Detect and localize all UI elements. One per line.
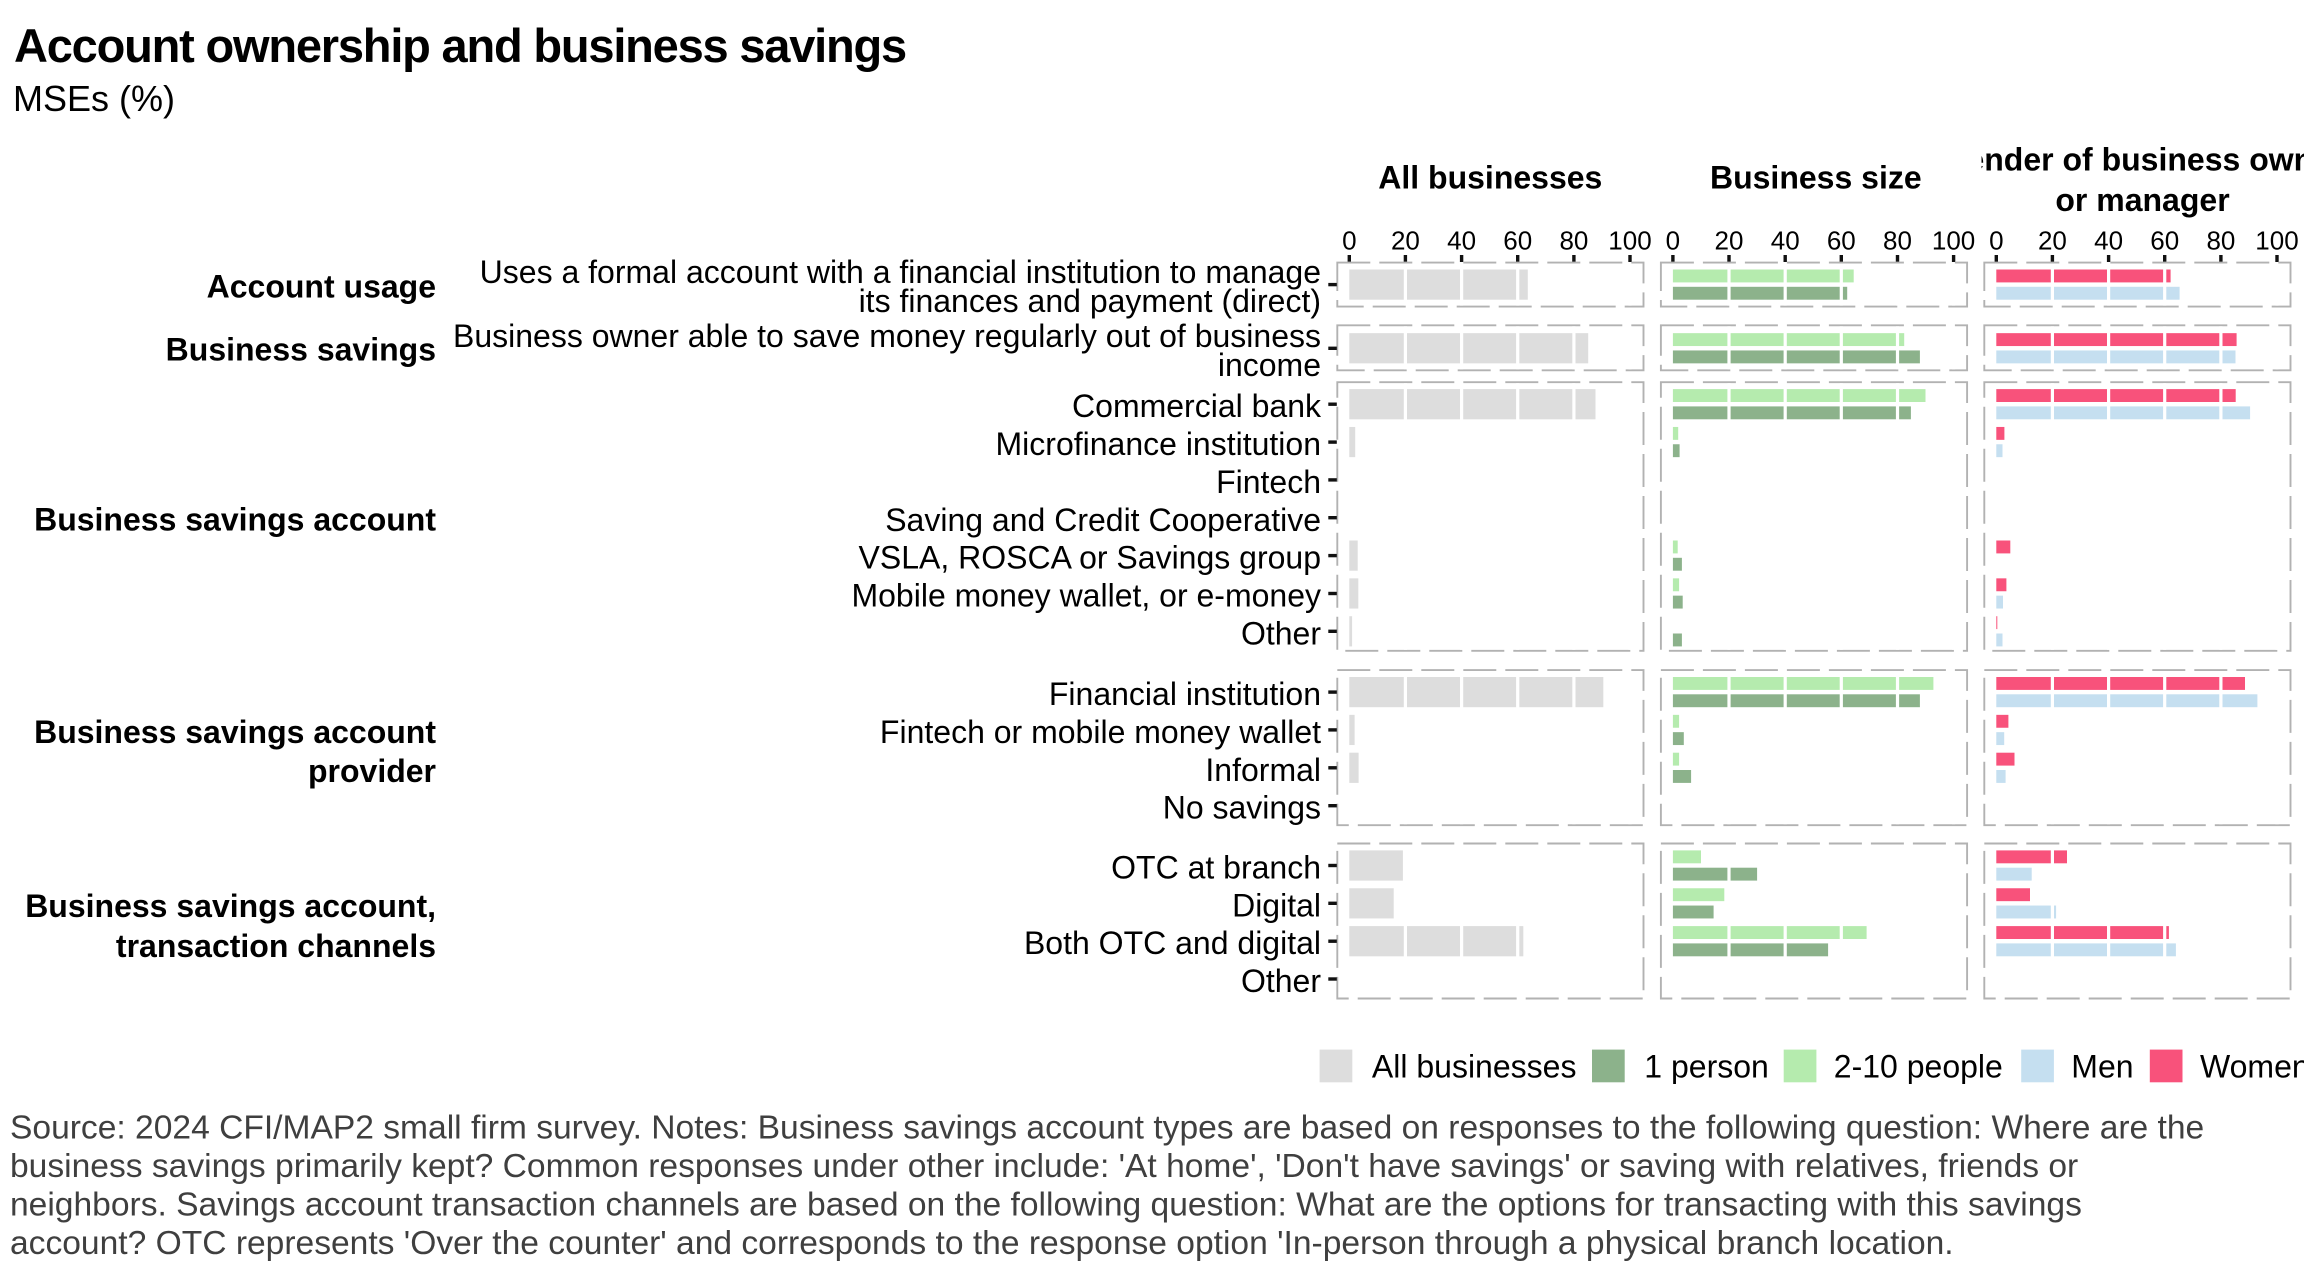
svg-text:Business owner able to save mo: Business owner able to save money regula… (453, 318, 1321, 354)
svg-text:Business savings: Business savings (166, 332, 436, 368)
svg-text:Other: Other (1241, 615, 1321, 651)
svg-text:0: 0 (1666, 226, 1680, 256)
svg-text:VSLA, ROSCA or Savings group: VSLA, ROSCA or Savings group (859, 540, 1321, 576)
svg-text:Gender of business owner: Gender of business owner (1942, 142, 2304, 178)
svg-text:business savings primarily kep: business savings primarily kept? Common … (10, 1148, 2078, 1185)
svg-text:Women: Women (2200, 1049, 2304, 1085)
svg-text:60: 60 (1503, 226, 1532, 256)
svg-text:40: 40 (1447, 226, 1476, 256)
svg-text:No savings: No savings (1163, 790, 1321, 826)
svg-text:20: 20 (2038, 226, 2067, 256)
svg-text:All businesses: All businesses (1378, 160, 1602, 196)
svg-text:2-10 people: 2-10 people (1834, 1049, 2003, 1085)
svg-text:Both OTC and digital: Both OTC and digital (1024, 925, 1321, 961)
svg-text:Account usage: Account usage (207, 269, 436, 305)
svg-text:Fintech: Fintech (1216, 464, 1321, 500)
svg-text:100: 100 (1608, 226, 1651, 256)
svg-text:Other: Other (1241, 963, 1321, 999)
svg-text:OTC at branch: OTC at branch (1111, 850, 1321, 886)
svg-text:1 person: 1 person (1644, 1049, 1769, 1085)
svg-text:Microfinance institution: Microfinance institution (996, 426, 1321, 462)
svg-text:60: 60 (2150, 226, 2179, 256)
svg-text:80: 80 (1883, 226, 1912, 256)
svg-text:account? OTC represents 'Over: account? OTC represents 'Over the counte… (10, 1225, 1954, 1262)
svg-text:provider: provider (308, 753, 436, 789)
svg-text:MSEs (%): MSEs (%) (13, 78, 175, 119)
svg-text:80: 80 (2206, 226, 2235, 256)
svg-text:Men: Men (2071, 1049, 2133, 1085)
svg-text:Uses a formal account with a f: Uses a formal account with a financial i… (480, 254, 1321, 290)
svg-text:All businesses: All businesses (1372, 1049, 1577, 1085)
svg-text:Business savings account: Business savings account (34, 502, 436, 538)
svg-text:0: 0 (1342, 226, 1356, 256)
svg-text:0: 0 (1989, 226, 2003, 256)
svg-text:transaction channels: transaction channels (116, 928, 436, 964)
svg-text:40: 40 (2094, 226, 2123, 256)
svg-text:Source: 2024 CFI/MAP2 small fi: Source: 2024 CFI/MAP2 small firm survey.… (10, 1109, 2204, 1146)
svg-text:100: 100 (2255, 226, 2298, 256)
svg-text:Saving and Credit Cooperative: Saving and Credit Cooperative (885, 502, 1321, 538)
svg-text:Business savings account,: Business savings account, (25, 888, 436, 924)
svg-text:100: 100 (1932, 226, 1975, 256)
svg-text:Business savings account: Business savings account (34, 714, 436, 750)
svg-text:Informal: Informal (1205, 752, 1321, 788)
svg-text:20: 20 (1715, 226, 1744, 256)
svg-text:Digital: Digital (1232, 887, 1321, 923)
svg-text:Fintech or mobile money wallet: Fintech or mobile money wallet (880, 714, 1321, 750)
svg-text:income: income (1218, 347, 1321, 383)
svg-text:20: 20 (1391, 226, 1420, 256)
svg-text:Mobile money wallet, or e-mone: Mobile money wallet, or e-money (851, 578, 1321, 614)
svg-text:Financial institution: Financial institution (1049, 676, 1321, 712)
svg-text:its finances and payment (dire: its finances and payment (direct) (859, 283, 1321, 319)
svg-text:neighbors. Savings account tra: neighbors. Savings account transaction c… (10, 1187, 2082, 1224)
svg-text:40: 40 (1771, 226, 1800, 256)
svg-text:Business size: Business size (1710, 160, 1922, 196)
svg-text:Commercial bank: Commercial bank (1072, 388, 1322, 424)
svg-text:or manager: or manager (2055, 182, 2229, 218)
svg-text:Account ownership and business: Account ownership and business savings (14, 19, 906, 72)
svg-text:60: 60 (1827, 226, 1856, 256)
svg-text:80: 80 (1559, 226, 1588, 256)
